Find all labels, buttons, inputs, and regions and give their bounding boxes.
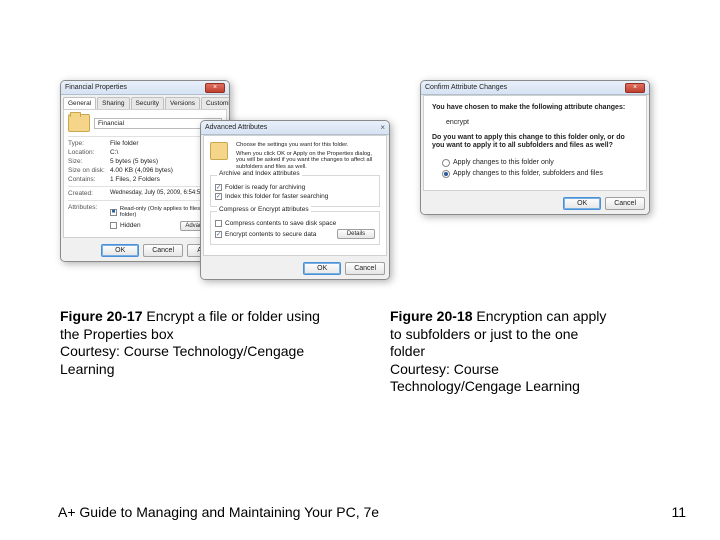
window-title: Advanced Attributes [205,124,267,131]
tab-sharing[interactable]: Sharing [97,97,129,109]
hidden-checkbox[interactable]: Hidden [110,222,176,229]
tab-customize[interactable]: Customize [201,97,230,109]
sizeondisk-label: Size on disk: [68,167,110,174]
index-checkbox[interactable]: ✓Index this folder for faster searching [215,193,375,200]
close-icon[interactable]: × [380,123,385,132]
tab-security[interactable]: Security [131,97,164,109]
caption-bold: Figure 20-17 [60,308,142,324]
type-label: Type: [68,140,110,147]
archive-checkbox[interactable]: ✓Folder is ready for archiving [215,184,375,191]
radio-subfolders-files[interactable]: Apply changes to this folder, subfolders… [442,170,638,178]
folder-icon [68,114,90,132]
ok-button[interactable]: OK [101,244,139,257]
size-value: 5 bytes (5 bytes) [110,158,158,165]
close-icon[interactable]: × [205,83,225,93]
type-value: File folder [110,140,139,147]
folder-settings-icon [210,142,228,160]
tab-general[interactable]: General [63,97,96,109]
tab-strip: General Sharing Security Versions Custom… [61,95,229,109]
cancel-button[interactable]: Cancel [143,244,183,257]
contains-value: 1 Files, 2 Folders [110,176,160,183]
radio-this-folder-only[interactable]: Apply changes to this folder only [442,159,638,167]
attrs-label: Attributes: [68,204,110,211]
window-title: Confirm Attribute Changes [425,84,507,91]
tab-versions[interactable]: Versions [165,97,200,109]
advanced-attributes-dialog: Advanced Attributes × Choose the setting… [200,120,390,280]
titlebar: Confirm Attribute Changes × [421,81,649,95]
intro-text: Choose the settings you want for this fo… [236,142,380,149]
archive-index-group: Archive and Index attributes ✓Folder is … [210,175,380,207]
group-title: Compress or Encrypt attributes [217,206,311,213]
titlebar: Financial Properties × [61,81,229,95]
location-value: C:\ [110,149,118,156]
contains-label: Contains: [68,176,110,183]
close-icon[interactable]: × [625,83,645,93]
prompt-line-1: You have chosen to make the following at… [432,104,638,111]
intro-text-2: When you click OK or Apply on the Proper… [236,151,380,171]
size-label: Size: [68,158,110,165]
created-label: Created: [68,190,110,197]
cancel-button[interactable]: Cancel [345,262,385,275]
compress-encrypt-group: Compress or Encrypt attributes Compress … [210,211,380,245]
change-value: encrypt [446,119,638,126]
figure-caption-left: Figure 20-17 Encrypt a file or folder us… [60,308,340,396]
prompt-line-2: Do you want to apply this change to this… [432,134,638,151]
location-label: Location: [68,149,110,156]
confirm-dialog: Confirm Attribute Changes × You have cho… [420,80,650,215]
encrypt-checkbox[interactable]: ✓Encrypt contents to secure data [215,231,333,238]
compress-checkbox[interactable]: Compress contents to save disk space [215,220,375,227]
page-number: 11 [671,504,686,520]
window-title: Financial Properties [65,84,127,91]
details-button[interactable]: Details [337,229,375,239]
created-value: Wednesday, July 05, 2009, 6:54:57 PM [110,190,214,197]
figure-caption-right: Figure 20-18 Encryption can apply to sub… [390,308,610,396]
cancel-button[interactable]: Cancel [605,197,645,210]
titlebar: Advanced Attributes × [201,121,389,135]
caption-bold: Figure 20-18 [390,308,472,324]
footer-title: A+ Guide to Managing and Maintaining You… [58,504,379,520]
ok-button[interactable]: OK [303,262,341,275]
group-title: Archive and Index attributes [217,170,302,177]
ok-button[interactable]: OK [563,197,601,210]
sizeondisk-value: 4.00 KB (4,096 bytes) [110,167,173,174]
